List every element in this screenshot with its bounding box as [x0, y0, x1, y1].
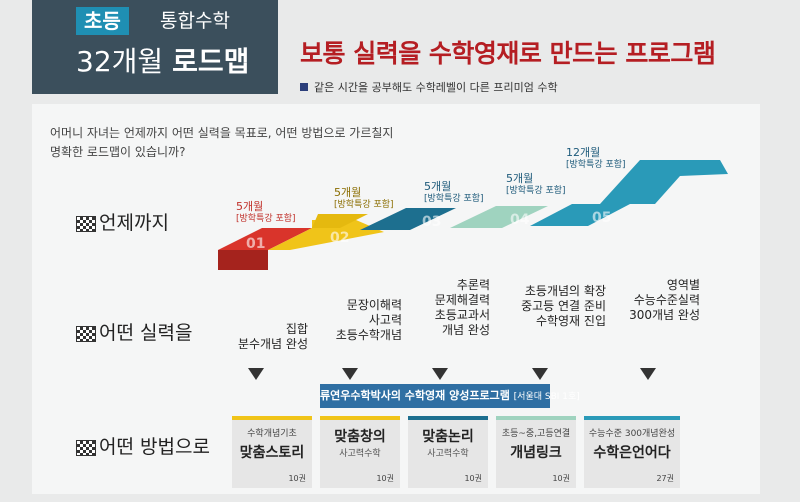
step-2-top-b — [312, 214, 368, 228]
method-card: 수능수준 300개념완성 수학은언어다 27권 — [584, 416, 680, 488]
card-title: 맞춤스토리 — [239, 445, 305, 461]
bullet-square-icon — [300, 83, 308, 91]
program-banner: 류연우수학박사의 수학영재 양성프로그램 [서울대 SBI 1호] — [320, 384, 580, 408]
arrow-down-icon — [248, 368, 264, 380]
title-number: 32개월 — [76, 45, 164, 78]
row-label-method: 어떤 방법으로 — [76, 432, 210, 459]
card-top-text: 초등~중,고등연결 — [501, 429, 571, 439]
checkered-flag-icon — [76, 325, 96, 342]
title-word: 로드맵 — [172, 45, 250, 78]
card-top-text: 수능수준 300개념완성 — [588, 429, 676, 439]
step-1-month: 5개월 [방학특강 포함] — [236, 200, 296, 226]
step-5-month-note: [방학특강 포함] — [566, 160, 626, 170]
row-label-when-text: 언제까지 — [99, 212, 169, 234]
card-title: 수학은언어다 — [593, 445, 671, 461]
checkered-flag-icon — [76, 215, 96, 232]
card-title: 개념링크 — [510, 445, 562, 461]
roadmap-staircase: 01 02 03 04 05 — [218, 160, 728, 270]
banner-main: 류연우수학박사의 수학영재 양성프로그램 — [320, 389, 510, 402]
tagline-text: 같은 시간을 공부해도 수학레벨이 다른 프리미엄 수학 — [314, 81, 558, 94]
step-1-month-note: [방학특강 포함] — [236, 214, 296, 224]
step-1-skill: 분수개념 완성 — [237, 337, 308, 351]
card-title: 맞춤논리 — [422, 429, 474, 445]
step-5-skill: 300개념 완성 — [629, 308, 700, 322]
step-5-top — [530, 204, 630, 226]
headline: 보통 실력을 수학영재로 만드는 프로그램 — [300, 39, 716, 68]
step-2-skill: 초등수학개념 — [335, 328, 402, 342]
tagline: 같은 시간을 공부해도 수학레벨이 다른 프리미엄 수학 — [300, 79, 558, 95]
card-sub-text: 사고력수학 — [427, 449, 469, 459]
step-2-skills: 문장이해력 사고력 초등수학개념 — [336, 298, 402, 343]
card-volume: 10권 — [288, 474, 306, 483]
intro-line-1: 어머니 자녀는 언제까지 어떤 실력을 목표로, 어떤 방법으로 가르칠지 — [50, 126, 394, 140]
step-4-skill: 수학영재 진입 — [535, 314, 606, 328]
step-3-month: 5개월 [방학특강 포함] — [424, 180, 484, 206]
arrow-down-icon — [432, 368, 448, 380]
card-top-text: 수학개념기초 — [247, 429, 297, 439]
step-2-skill: 문장이해력 — [346, 298, 402, 312]
step-3-skill: 추론력 — [456, 278, 490, 292]
step-3-top — [360, 208, 456, 230]
method-card: 맞춤창의 사고력수학 10권 — [320, 416, 400, 488]
arrow-down-icon — [640, 368, 656, 380]
title-box: 초등 통합수학 32개월 로드맵 — [32, 0, 278, 94]
step-5-number: 05 — [592, 210, 611, 226]
row-label-method-text: 어떤 방법으로 — [99, 436, 210, 458]
step-5-skill: 수능수준실력 — [633, 293, 700, 307]
card-volume: 10권 — [376, 474, 394, 483]
step-1-top — [218, 228, 312, 250]
arrow-down-icon — [342, 368, 358, 380]
step-3-number: 03 — [422, 214, 441, 230]
card-title: 맞춤창의 — [334, 429, 386, 445]
step-2-month: 5개월 [방학특강 포함] — [334, 186, 394, 212]
title-main: 32개월 로드맵 — [76, 42, 249, 82]
step-4-month-note: [방학특강 포함] — [506, 186, 566, 196]
step-4-month-text: 5개월 — [506, 172, 534, 185]
title-tag: 초등 — [76, 7, 129, 35]
card-volume: 10권 — [552, 474, 570, 483]
step-3-month-note: [방학특강 포함] — [424, 194, 484, 204]
checkered-flag-icon — [76, 439, 96, 456]
intro-line-2: 명확한 로드맵이 있습니까? — [50, 145, 186, 159]
step-1-skills: 집합 분수개념 완성 — [238, 322, 308, 352]
step-5-skill: 영역별 — [666, 278, 700, 292]
step-4-top — [450, 206, 548, 228]
step-5-skills: 영역별 수능수준실력 300개념 완성 — [629, 278, 700, 323]
step-2-top — [268, 220, 384, 250]
step-3-skill: 초등교과서 — [434, 308, 490, 322]
step-1-month-text: 5개월 — [236, 200, 264, 213]
step-1-skill: 집합 — [285, 322, 308, 336]
step-5-month: 12개월 [방학특강 포함] — [566, 146, 626, 172]
step-4-skill: 초등개념의 확장 — [524, 284, 606, 298]
method-card: 맞춤논리 사고력수학 10권 — [408, 416, 488, 488]
row-label-skill: 어떤 실력을 — [76, 318, 192, 345]
step-1-front — [218, 250, 268, 270]
step-2-month-text: 5개월 — [334, 186, 362, 199]
row-label-skill-text: 어떤 실력을 — [99, 322, 193, 344]
step-3-month-text: 5개월 — [424, 180, 452, 193]
title-subtitle: 통합수학 — [160, 10, 230, 32]
step-1-number: 01 — [246, 236, 265, 252]
method-card: 초등~중,고등연결 개념링크 10권 — [496, 416, 576, 488]
card-volume: 27권 — [656, 474, 674, 483]
step-2-skill: 사고력 — [368, 313, 402, 327]
step-3-skills: 추론력 문제해결력 초등교과서 개념 완성 — [435, 278, 490, 338]
step-5-month-text: 12개월 — [566, 146, 601, 159]
card-sub-text: 사고력수학 — [339, 449, 381, 459]
banner-note: [서울대 SBI 1호] — [513, 392, 580, 402]
arrow-down-icon — [532, 368, 548, 380]
step-4-month: 5개월 [방학특강 포함] — [506, 172, 566, 198]
intro-text: 어머니 자녀는 언제까지 어떤 실력을 목표로, 어떤 방법으로 가르칠지 명확… — [50, 124, 393, 162]
step-4-skills: 초등개념의 확장 중고등 연결 준비 수학영재 진입 — [521, 284, 606, 329]
row-label-when: 언제까지 — [76, 208, 169, 235]
step-3-skill: 문제해결력 — [434, 293, 490, 307]
step-4-skill: 중고등 연결 준비 — [521, 299, 606, 313]
card-volume: 10권 — [464, 474, 482, 483]
step-2-month-note: [방학특강 포함] — [334, 200, 394, 210]
step-4-number: 04 — [510, 212, 530, 228]
method-card: 수학개념기초 맞춤스토리 10권 — [232, 416, 312, 488]
step-2-number: 02 — [330, 230, 349, 246]
step-5-arrow — [600, 160, 728, 204]
step-3-skill: 개념 완성 — [442, 323, 490, 337]
